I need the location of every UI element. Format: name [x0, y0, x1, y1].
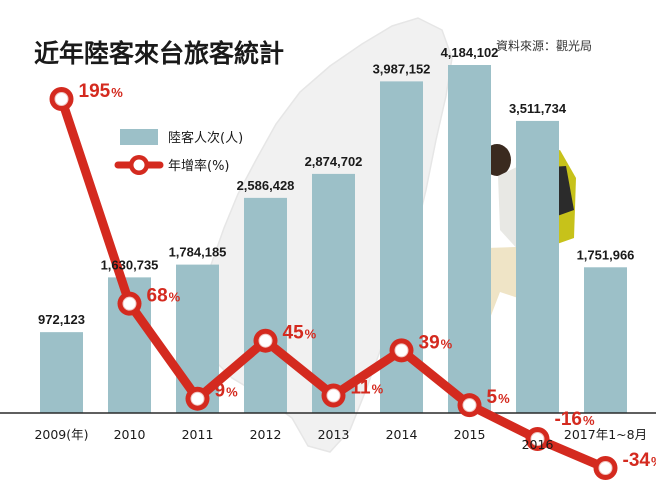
bar-3	[244, 197, 287, 413]
rate-marker-inner-8	[598, 461, 613, 475]
bar-value-label-7: 3,511,734	[509, 101, 567, 116]
bar-7	[516, 120, 559, 413]
bar-value-label-5: 3,987,152	[373, 61, 431, 76]
rate-marker-inner-2	[190, 391, 205, 406]
rate-label-8: -34%	[623, 450, 656, 471]
data-source: 資料來源：觀光局	[496, 39, 592, 53]
rate-label-3: 45%	[283, 323, 317, 344]
rate-label-7: -16%	[555, 409, 595, 430]
rate-label-4: 11%	[351, 377, 384, 398]
x-tick-label-5: 2014	[386, 427, 418, 442]
x-tick-label-0: 2009(年)	[34, 427, 88, 442]
x-tick-label-2: 2011	[182, 427, 214, 442]
x-tick-label-7: 2016	[522, 437, 554, 452]
bar-value-label-1: 1,630,735	[101, 257, 159, 272]
x-tick-label-1: 2010	[114, 427, 146, 442]
bars-layer	[40, 65, 627, 413]
x-tick-label-8: 2017年1~8月	[564, 427, 647, 442]
rate-marker-inner-0	[54, 92, 69, 106]
rate-label-1: 68%	[147, 286, 181, 307]
rate-marker-inner-6	[462, 398, 477, 413]
x-tick-label-4: 2013	[318, 427, 350, 442]
bar-value-label-8: 1,751,966	[577, 247, 635, 262]
rate-label-0: 195%	[79, 81, 124, 102]
rate-label-5: 39%	[419, 332, 453, 353]
bar-8	[584, 267, 627, 413]
rate-marker-inner-7	[530, 431, 545, 446]
chart-title: 近年陸客來台旅客統計	[34, 39, 284, 68]
legend-line-marker-inner	[133, 159, 145, 171]
rate-label-6: 5%	[487, 387, 511, 408]
bar-value-label-3: 2,586,428	[237, 178, 295, 193]
bar-value-label-0: 972,123	[38, 312, 85, 327]
legend: 陸客人次(人) 年增率(%)	[114, 129, 243, 175]
x-tick-labels-layer: 2009(年) 2010 2011 2012 2013 2014 2015 2016 2017年…	[34, 427, 647, 452]
legend-line-label: 年增率(%)	[168, 158, 230, 174]
x-tick-label-6: 2015	[454, 427, 486, 442]
bar-6	[448, 65, 491, 413]
rate-marker-inner-3	[258, 333, 273, 348]
rate-label-2: 9%	[215, 381, 239, 402]
x-tick-label-3: 2012	[250, 427, 282, 442]
labels-layer: 972,123 1,630,735 1,784,185 2,586,428 2,874,…	[38, 45, 656, 471]
rate-marker-inner-4	[326, 388, 341, 403]
legend-bar-label: 陸客人次(人)	[168, 130, 243, 146]
rate-marker-inner-1	[122, 296, 137, 311]
bar-4	[312, 173, 355, 413]
bar-0	[40, 332, 83, 413]
bar-value-label-6: 4,184,102	[441, 45, 499, 60]
bar-value-label-4: 2,874,702	[305, 154, 363, 169]
bar-value-label-2: 1,784,185	[169, 245, 227, 260]
growth-line-layer	[49, 87, 618, 480]
rate-marker-inner-5	[394, 343, 409, 358]
legend-bar-swatch	[120, 129, 158, 145]
